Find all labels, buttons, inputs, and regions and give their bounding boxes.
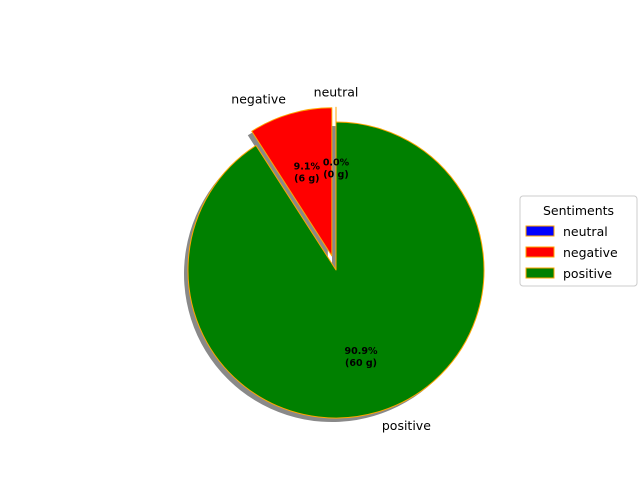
- percent-labels: 0.0% (0 g)9.1% (6 g) 90.9% (60 g): [294, 157, 378, 369]
- pie-slice-positive: [187, 121, 485, 419]
- slice-label-neutral: neutral: [314, 84, 359, 99]
- percent-label-neutral: 0.0% (0 g): [323, 157, 350, 180]
- legend: Sentiments neutral negative positive: [519, 195, 638, 287]
- pie-slices: [187, 106, 485, 419]
- percent-label-positive: 90.9% (60 g): [345, 346, 378, 369]
- legend-swatch-neutral: [525, 225, 555, 237]
- legend-label-negative: negative: [563, 245, 618, 260]
- percent-label-negative: 9.1% (6 g): [294, 162, 321, 185]
- legend-title: Sentiments: [543, 203, 614, 218]
- pie-slice-negative: [251, 107, 333, 257]
- legend-label-neutral: neutral: [563, 224, 608, 239]
- slice-label-negative: negative: [231, 92, 286, 107]
- legend-frame: [519, 195, 638, 287]
- legend-label-positive: positive: [563, 266, 612, 281]
- slice-labels: neutral negative positive: [231, 84, 431, 433]
- slice-label-positive: positive: [382, 418, 431, 433]
- legend-swatch-negative: [525, 246, 555, 258]
- legend-swatch-positive: [525, 267, 555, 279]
